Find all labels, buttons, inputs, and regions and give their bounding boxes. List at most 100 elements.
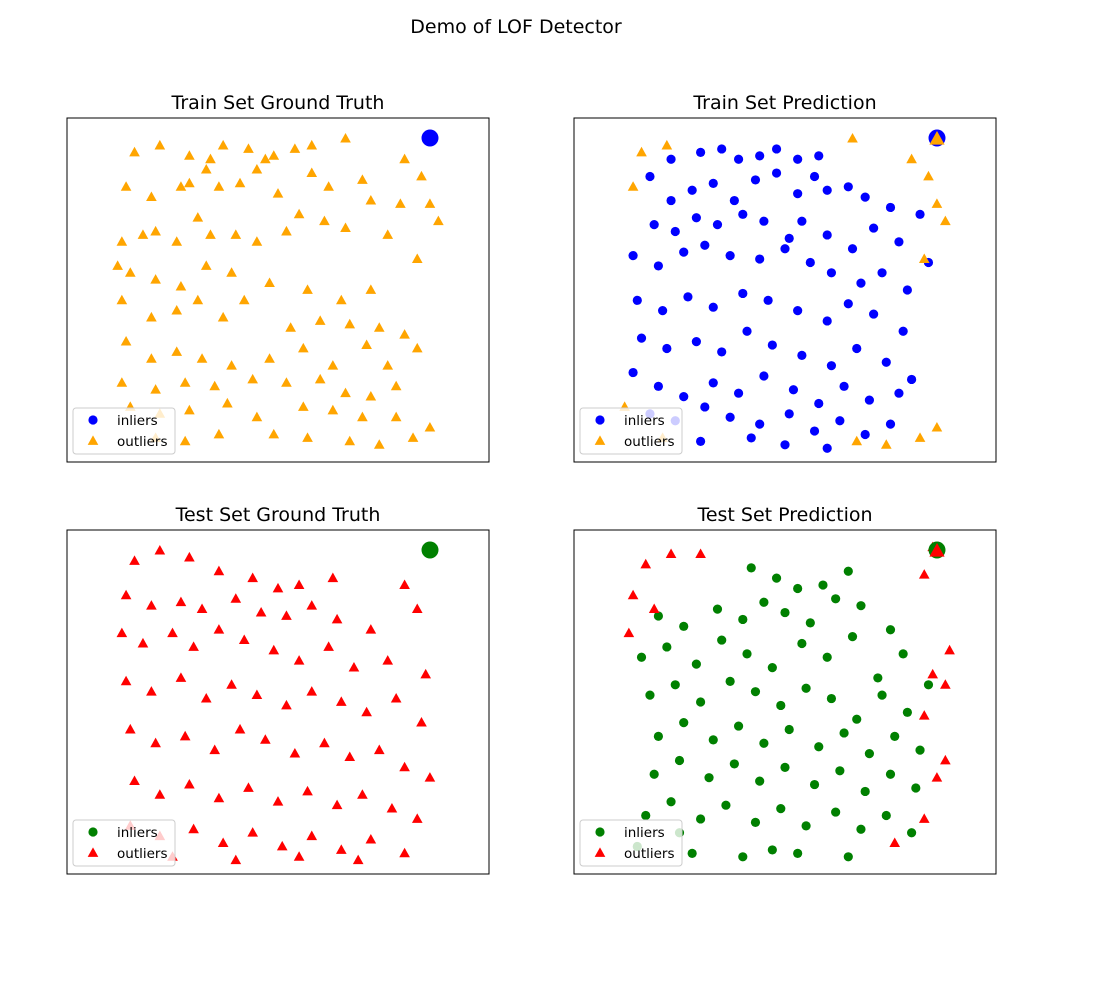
data-point xyxy=(898,649,908,659)
data-point xyxy=(750,175,761,185)
data-point xyxy=(382,229,394,239)
data-point xyxy=(636,652,647,662)
data-point xyxy=(679,392,689,402)
data-point xyxy=(188,641,199,651)
data-point xyxy=(708,302,718,312)
data-point xyxy=(649,769,659,779)
data-point xyxy=(255,606,267,617)
data-point xyxy=(793,583,803,594)
data-point xyxy=(940,679,951,689)
data-point xyxy=(915,745,925,755)
data-point xyxy=(150,225,161,236)
legend: inliers outliers xyxy=(579,819,683,867)
data-point xyxy=(725,412,735,422)
data-point xyxy=(120,181,132,191)
data-point xyxy=(226,679,237,689)
data-point xyxy=(213,792,225,803)
legend-marker-inliers xyxy=(88,827,98,837)
data-point xyxy=(268,150,280,160)
data-point xyxy=(822,652,832,662)
data-point xyxy=(873,673,883,683)
data-point xyxy=(843,182,853,192)
data-point xyxy=(927,668,939,679)
data-point xyxy=(691,213,701,223)
data-point xyxy=(860,429,870,440)
data-point xyxy=(831,594,841,604)
data-point xyxy=(411,603,423,614)
data-point xyxy=(150,274,161,284)
data-point xyxy=(171,236,183,246)
data-point xyxy=(700,402,710,412)
data-point xyxy=(217,311,229,322)
data-point xyxy=(424,772,436,782)
data-point xyxy=(877,690,887,700)
data-point xyxy=(302,432,313,442)
plot-frame xyxy=(573,117,997,463)
data-point xyxy=(738,614,748,625)
data-point xyxy=(864,395,875,405)
data-point xyxy=(247,572,258,583)
data-point xyxy=(784,724,794,735)
data-point xyxy=(289,143,301,153)
data-point xyxy=(184,778,195,789)
subplot-title: Test Set Prediction xyxy=(696,504,872,526)
cluster-point xyxy=(929,543,945,557)
data-point xyxy=(335,294,347,305)
data-point xyxy=(154,139,166,150)
data-point xyxy=(192,212,204,222)
data-point xyxy=(179,435,191,446)
data-point xyxy=(230,593,242,603)
data-point xyxy=(175,596,187,607)
data-point xyxy=(272,796,284,806)
subplot-title: Test Set Ground Truth xyxy=(175,504,381,526)
data-point xyxy=(902,285,912,295)
legend-marker-outliers xyxy=(87,847,99,857)
data-point xyxy=(793,306,803,316)
data-point xyxy=(923,170,934,181)
data-point xyxy=(327,572,339,583)
data-point xyxy=(695,548,706,558)
legend-label-inliers: inliers xyxy=(117,825,158,841)
data-point xyxy=(416,717,427,727)
data-point xyxy=(767,845,777,855)
data-point xyxy=(767,663,777,673)
data-point xyxy=(361,706,372,717)
data-point xyxy=(196,603,208,614)
data-point xyxy=(623,627,635,638)
data-point xyxy=(649,220,659,230)
data-point xyxy=(348,662,360,672)
data-point xyxy=(120,675,132,686)
legend-marker-inliers xyxy=(595,415,605,425)
data-point xyxy=(755,776,765,786)
data-point xyxy=(184,150,195,160)
data-point xyxy=(293,851,305,861)
data-point xyxy=(797,350,807,360)
data-point xyxy=(641,810,651,821)
data-point xyxy=(167,627,178,638)
data-point xyxy=(636,146,647,157)
data-point xyxy=(889,837,901,847)
data-point xyxy=(433,215,444,226)
data-point xyxy=(755,254,765,264)
data-point xyxy=(175,280,187,291)
data-point xyxy=(767,340,777,350)
plot-area xyxy=(116,541,439,865)
data-point xyxy=(931,198,943,208)
subplot-1: Train Set Ground Truth inliers outliers xyxy=(66,92,490,463)
data-point xyxy=(725,251,735,261)
data-point xyxy=(281,610,292,620)
data-point xyxy=(658,306,668,316)
data-point xyxy=(373,322,385,332)
data-point xyxy=(662,343,672,354)
data-point xyxy=(179,377,191,387)
data-point xyxy=(399,579,410,589)
data-point xyxy=(314,373,326,384)
data-point xyxy=(869,223,879,233)
data-point xyxy=(721,800,731,810)
data-point xyxy=(302,284,313,294)
data-point xyxy=(666,195,676,206)
data-point xyxy=(653,261,664,271)
data-point xyxy=(238,634,250,644)
legend-label-outliers: outliers xyxy=(624,846,675,862)
data-point xyxy=(902,707,912,717)
